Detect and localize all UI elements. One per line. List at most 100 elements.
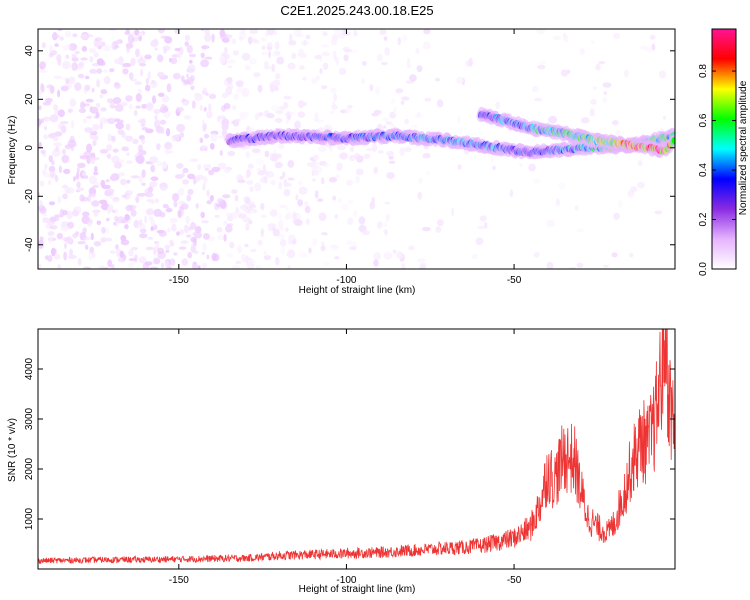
heatmap-speckle: [173, 201, 178, 208]
heatmap-speckle: [121, 146, 129, 152]
heatmap-speckle: [49, 132, 58, 138]
heatmap-speckle: [163, 105, 169, 112]
snr-x-ticks: -150 -100 -50: [169, 329, 522, 586]
heatmap-speckle: [341, 203, 349, 211]
heatmap-speckle: [137, 89, 142, 93]
heatmap-speckle: [245, 151, 250, 159]
heatmap-speckle: [320, 245, 326, 252]
heatmap-speckle: [41, 42, 46, 49]
heatmap-speckle: [209, 194, 214, 202]
heatmap-speckle: [343, 54, 349, 62]
heatmap-speckle: [65, 54, 70, 59]
heatmap-speckle: [127, 32, 133, 42]
heatmap-speckle: [208, 103, 212, 112]
heatmap-speckle: [185, 234, 192, 238]
heatmap-speckle: [354, 152, 360, 159]
heatmap-speckle: [202, 123, 207, 131]
heatmap-speckle: [289, 33, 293, 43]
heatmap-speckle: [106, 144, 113, 152]
heatmap-speckle: [304, 201, 309, 207]
heatmap-speckle: [112, 97, 122, 105]
heatmap-speckle: [275, 257, 280, 266]
heatmap-speckle: [133, 109, 138, 117]
heatmap-speckle: [66, 210, 73, 220]
heatmap-speckle: [50, 247, 56, 257]
heatmap-speckle: [247, 261, 255, 269]
heatmap-speckle: [208, 93, 217, 100]
heatmap-speckle: [201, 262, 208, 268]
heatmap-speckle: [369, 84, 374, 92]
heatmap-speckle: [306, 162, 316, 167]
heatmap-speckle: [342, 29, 347, 32]
heatmap-speckle: [271, 105, 280, 112]
heatmap-speckle: [293, 29, 302, 38]
heatmap-speckle: [283, 182, 292, 187]
heatmap-speckle: [77, 73, 85, 79]
heatmap-speckle: [122, 68, 129, 75]
heatmap-speckle: [323, 261, 330, 267]
heatmap-speckle: [292, 211, 297, 220]
heatmap-speckle: [294, 219, 303, 227]
heatmap-speckle: [130, 209, 137, 217]
heatmap-speckle: [84, 127, 93, 133]
heatmap-speckle: [125, 42, 134, 49]
y-tick-label: 0: [24, 145, 35, 151]
heatmap-speckle: [147, 186, 154, 193]
heatmap-speckle: [241, 253, 247, 263]
heatmap-speckle: [637, 182, 645, 189]
heatmap-speckle: [159, 182, 168, 191]
heatmap-speckle: [188, 53, 197, 58]
heatmap-speckle: [144, 54, 152, 60]
heatmap-speckle: [343, 107, 351, 114]
heatmap-speckle: [150, 226, 154, 232]
heatmap-speckle: [238, 36, 244, 41]
heatmap-speckle: [613, 212, 620, 220]
heatmap-speckle: [249, 29, 258, 35]
heatmap-speckle: [288, 40, 297, 46]
heatmap-speckle: [94, 181, 100, 187]
heatmap-speckle: [156, 229, 165, 234]
heatmap-speckle: [80, 57, 88, 61]
heatmap-speckle: [382, 222, 388, 228]
heatmap-speckle: [79, 155, 89, 160]
heatmap-speckle: [48, 201, 56, 206]
heatmap-speckle: [116, 216, 126, 224]
heatmap-speckle: [74, 82, 82, 91]
heatmap-speckle: [185, 215, 191, 225]
heatmap-speckle: [321, 177, 325, 185]
heatmap-speckle: [217, 162, 227, 170]
heatmap-speckle: [157, 92, 165, 98]
heatmap-speckle: [383, 36, 388, 41]
heatmap-speckle: [141, 182, 146, 186]
heatmap-speckle: [329, 244, 333, 249]
heatmap-speckle: [415, 48, 420, 54]
heatmap-speckle: [62, 44, 71, 51]
colorbar-tick-label: 0.4: [698, 163, 709, 177]
heatmap-speckle: [96, 41, 103, 47]
heatmap-speckle: [124, 214, 130, 221]
heatmap-speckle: [383, 125, 387, 129]
heatmap-speckle: [211, 166, 221, 173]
heatmap-speckle: [581, 117, 590, 124]
heatmap-speckle: [206, 189, 210, 197]
heatmap-speckle: [322, 31, 328, 37]
heatmap-speckle: [135, 196, 140, 204]
heatmap-speckle: [107, 207, 111, 215]
heatmap-speckle: [334, 29, 342, 37]
heatmap-speckle: [57, 264, 62, 269]
heatmap-speckle: [321, 85, 328, 90]
heatmap-speckle: [245, 222, 250, 231]
heatmap-speckle: [434, 77, 441, 82]
heatmap-speckle: [164, 36, 173, 44]
heatmap-speckle: [39, 61, 46, 70]
heatmap-speckle: [52, 34, 60, 39]
heatmap-speckle: [345, 240, 353, 246]
heatmap-speckle: [190, 85, 195, 91]
heatmap-speckle: [275, 73, 281, 80]
heatmap-speckle: [468, 57, 473, 67]
x-tick-label: -100: [336, 275, 356, 286]
heatmap-speckle: [76, 187, 85, 192]
heatmap-speckle: [298, 180, 303, 186]
heatmap-speckle: [177, 210, 182, 219]
heatmap-speckle: [203, 133, 210, 139]
